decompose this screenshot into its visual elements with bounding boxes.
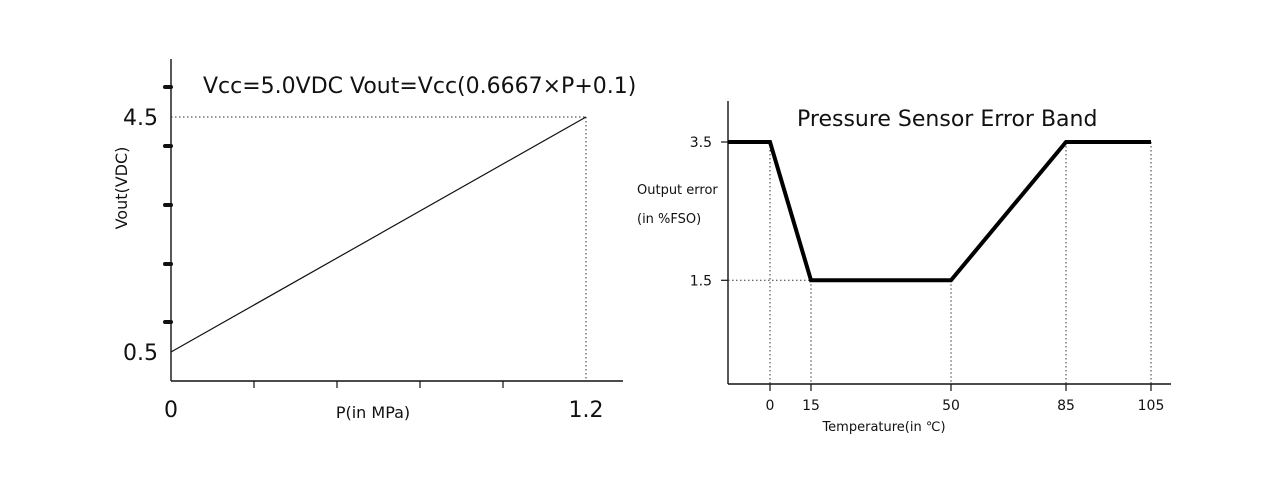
left-y-axis-label: Vout(VDC) <box>112 147 131 230</box>
right-y-tick-label: 1.5 <box>690 273 712 289</box>
right-chart: Pressure Sensor Error Band 0 15 50 85 105 1.… <box>637 101 1171 435</box>
left-chart-title: Vcc=5.0VDC Vout=Vcc(0.6667×P+0.1) <box>203 74 636 99</box>
right-x-tick-label: 85 <box>1057 398 1075 414</box>
right-guides <box>728 142 1152 384</box>
right-x-tick-label: 105 <box>1138 398 1165 414</box>
left-x-axis-label: P(in MPa) <box>336 403 410 422</box>
right-x-axis-label: Temperature(in ℃) <box>821 420 945 435</box>
left-x-minor-ticks <box>253 381 504 388</box>
left-y-dot-ticks <box>163 85 173 324</box>
left-x-tick-label-max: 1.2 <box>569 398 604 423</box>
left-y-tick-label-max: 4.5 <box>123 106 158 131</box>
left-chart: Vcc=5.0VDC Vout=Vcc(0.6667×P+0.1) 0.5 4.… <box>112 59 636 423</box>
right-error-band-line <box>728 140 1151 283</box>
right-y-axis-label-line1: Output error <box>637 183 718 198</box>
right-chart-title: Pressure Sensor Error Band <box>797 107 1097 132</box>
right-x-ticks: 0 15 50 85 105 <box>766 384 1165 414</box>
right-y-axis-label-line2: (in %FSO) <box>637 212 701 227</box>
right-x-tick-label: 0 <box>766 398 775 414</box>
left-output-line <box>170 116 587 353</box>
right-x-tick-label: 50 <box>942 398 960 414</box>
right-y-ticks: 1.5 3.5 <box>690 135 728 289</box>
left-y-tick-label-min: 0.5 <box>123 341 158 366</box>
right-y-tick-label: 3.5 <box>690 135 712 151</box>
left-x-tick-label-min: 0 <box>164 398 178 423</box>
right-x-tick-label: 15 <box>802 398 820 414</box>
